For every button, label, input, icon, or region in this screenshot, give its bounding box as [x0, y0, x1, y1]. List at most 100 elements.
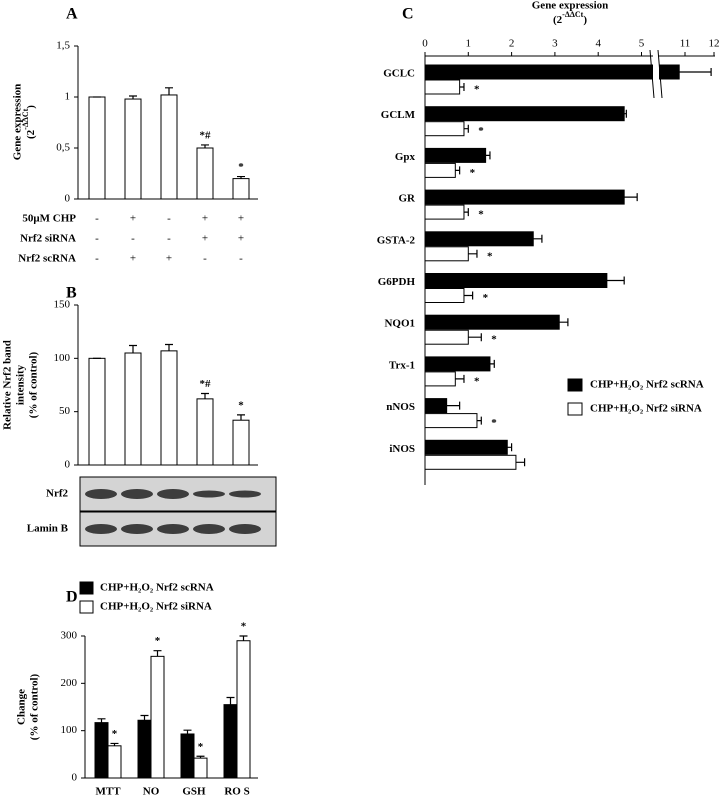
y-tick-label: 200: [61, 677, 78, 689]
error-bar: [679, 68, 712, 76]
bar: [232, 178, 250, 200]
legend-swatch: [79, 600, 94, 614]
y-tick-label: 100: [61, 724, 78, 736]
bar: [196, 398, 214, 466]
bar: [424, 288, 465, 303]
error-bar: [459, 83, 465, 91]
error-bar: [165, 87, 173, 95]
y-tick-label: GR: [399, 193, 417, 205]
error-bar: [226, 696, 235, 705]
bar: [424, 64, 680, 80]
bar: [196, 147, 214, 200]
error-bar: [237, 414, 245, 421]
bar: [232, 419, 250, 466]
y-tick-label: Trx-1: [389, 359, 415, 371]
error-bar: [110, 742, 119, 746]
error-bar: [533, 234, 543, 243]
x-tick-label: 11: [680, 38, 691, 50]
condition-value: +: [238, 233, 244, 245]
x-tick-label: GSH: [182, 786, 206, 798]
bar: [107, 745, 122, 779]
significance-label: *: [491, 334, 497, 346]
condition-value: -: [239, 253, 243, 265]
blot-band: [229, 524, 261, 534]
x-tick-label: 3: [552, 38, 558, 50]
bar: [424, 147, 487, 163]
x-tick-label: 12: [709, 38, 720, 50]
x-tick-label: 2: [509, 38, 515, 50]
blot-band: [193, 490, 225, 498]
bar: [424, 371, 456, 387]
y-tick-label: 0,5: [56, 142, 70, 154]
axis-unit: (2-ΔΔCt): [553, 10, 587, 25]
y-tick-label: 150: [54, 299, 71, 311]
y-tick-label: 0: [72, 772, 78, 784]
unit-part: (2: [553, 14, 563, 26]
bar: [223, 704, 238, 779]
error-bar: [515, 458, 526, 467]
y-axis-label: intensity: [15, 364, 27, 405]
legend-swatch: [567, 402, 583, 416]
significance-label: *: [241, 621, 247, 633]
bar: [88, 357, 106, 466]
error-bar: [165, 343, 173, 351]
x-tick-label: 4: [595, 38, 601, 50]
legend-label: CHP+H₂O₂ Nrf2 scRNA: [100, 582, 214, 594]
condition-label: Nrf2 scRNA: [18, 253, 76, 265]
y-tick-label: GCLC: [383, 68, 415, 80]
error-bar: [129, 95, 137, 100]
bar: [193, 757, 208, 779]
error-bar: [476, 416, 482, 425]
error-bar: [463, 124, 469, 133]
significance-label: *: [491, 417, 497, 429]
condition-value: +: [130, 213, 136, 225]
bar: [424, 454, 517, 470]
error-bar: [468, 249, 478, 258]
y-tick-label: nNOS: [386, 401, 415, 413]
bar: [137, 719, 152, 779]
error-bar: [196, 755, 205, 759]
error-bar: [624, 193, 638, 202]
y-axis-label: (% of control): [29, 673, 41, 740]
error-bar: [468, 333, 482, 342]
x-tick-label: RO S: [224, 786, 249, 798]
error-bar: [489, 359, 495, 368]
condition-value: +: [130, 253, 136, 265]
x-axis-label: Gene expression: [532, 0, 609, 12]
significance-label: *: [478, 209, 484, 221]
condition-value: -: [203, 253, 207, 265]
bar: [124, 352, 142, 466]
bar: [424, 204, 465, 220]
blot-band: [193, 524, 225, 534]
significance-label: *: [483, 292, 489, 304]
condition-value: -: [167, 233, 171, 245]
condition-value: +: [238, 213, 244, 225]
error-bar: [183, 729, 192, 734]
x-tick-label: NO: [143, 786, 160, 798]
bar: [424, 398, 448, 414]
y-axis-label: (% of control): [28, 351, 40, 418]
significance-label: *: [474, 375, 480, 387]
axis-unit: (2-ΔΔCt): [21, 105, 36, 139]
bar: [424, 121, 465, 137]
panel-letter: C: [402, 6, 414, 23]
condition-label: Nrf2 siRNA: [20, 233, 76, 245]
x-tick-label: 1: [466, 38, 472, 50]
legend-label: CHP+H₂O₂ Nrf2 siRNA: [100, 601, 212, 613]
unit-part: ): [25, 105, 37, 109]
unit-part: -ΔΔCt: [562, 10, 583, 19]
bar: [160, 94, 178, 200]
y-axis-label: Gene expression: [12, 84, 24, 161]
axis-break-mark: [649, 49, 655, 99]
y-tick-label: GSTA-2: [377, 234, 416, 246]
blot-label: Lamin B: [27, 523, 69, 535]
condition-value: -: [131, 233, 135, 245]
blot-band: [85, 489, 117, 499]
y-tick-label: 0: [65, 459, 71, 471]
significance-label: *#: [200, 378, 212, 390]
y-tick-label: iNOS: [389, 443, 415, 455]
x-tick-label: 5: [639, 38, 645, 50]
unit-part: (2: [25, 129, 37, 139]
error-bar: [624, 109, 627, 118]
